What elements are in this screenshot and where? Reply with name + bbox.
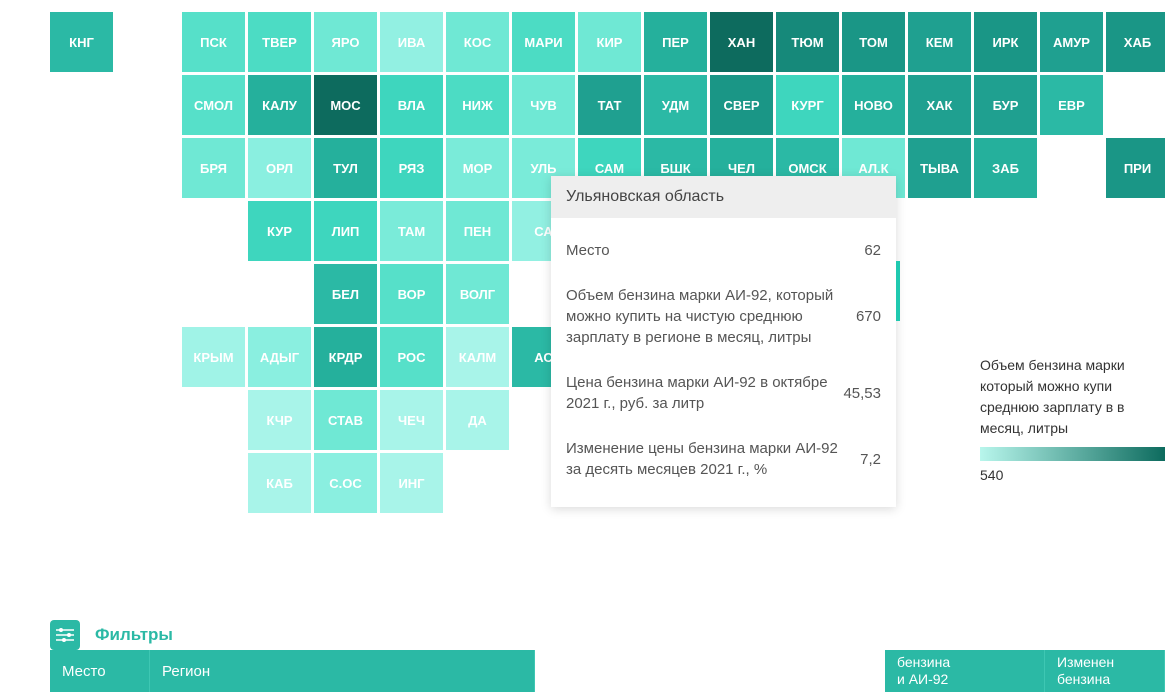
th-benzin[interactable]: бензина и АИ-92: [885, 650, 1045, 692]
tooltip-row-label: Место: [566, 240, 849, 261]
tooltip-row: Место 62: [566, 228, 881, 273]
region-cell[interactable]: ЯРО: [314, 12, 377, 72]
region-cell[interactable]: КРЫМ: [182, 327, 245, 387]
region-tooltip: Ульяновская область Место 62 Объем бензина…: [551, 176, 896, 507]
region-cell[interactable]: КУР: [248, 201, 311, 261]
region-cell[interactable]: ПЕР: [644, 12, 707, 72]
region-cell[interactable]: ТЫВА: [908, 138, 971, 198]
region-cell[interactable]: С.ОС: [314, 453, 377, 513]
region-cell[interactable]: ХАК: [908, 75, 971, 135]
region-cell[interactable]: ТУЛ: [314, 138, 377, 198]
region-cell[interactable]: КИР: [578, 12, 641, 72]
region-cell[interactable]: МОР: [446, 138, 509, 198]
region-cell[interactable]: ИРК: [974, 12, 1037, 72]
region-cell[interactable]: ОРЛ: [248, 138, 311, 198]
legend-gradient: [980, 447, 1165, 461]
region-cell[interactable]: НИЖ: [446, 75, 509, 135]
table-header: Место Регион бензина и АИ-92 Изменен бен…: [50, 650, 1165, 692]
tooltip-marker: [896, 261, 900, 321]
tooltip-row-value: 62: [864, 242, 881, 259]
region-cell[interactable]: КНГ: [50, 12, 113, 72]
region-cell[interactable]: ХАН: [710, 12, 773, 72]
tooltip-row: Изменение цены бензина марки АИ-92 за де…: [566, 426, 881, 492]
tooltip-title: Ульяновская область: [551, 176, 896, 218]
region-cell[interactable]: ВЛА: [380, 75, 443, 135]
region-cell[interactable]: НОВО: [842, 75, 905, 135]
th-region[interactable]: Регион: [150, 650, 535, 692]
region-cell[interactable]: УДМ: [644, 75, 707, 135]
region-cell[interactable]: ЧЕЧ: [380, 390, 443, 450]
region-cell[interactable]: АДЫГ: [248, 327, 311, 387]
region-cell[interactable]: ТОМ: [842, 12, 905, 72]
filters-section: Фильтры: [50, 620, 173, 650]
region-cell[interactable]: РЯЗ: [380, 138, 443, 198]
region-cell[interactable]: ЧУВ: [512, 75, 575, 135]
region-cell[interactable]: МОС: [314, 75, 377, 135]
tooltip-row-label: Цена бензина марки АИ-92 в октябре 2021 …: [566, 372, 828, 414]
legend-title: Объем бензина марки который можно купи с…: [980, 355, 1165, 439]
region-cell[interactable]: БУР: [974, 75, 1037, 135]
region-cell[interactable]: ВОР: [380, 264, 443, 324]
region-cell[interactable]: ЛИП: [314, 201, 377, 261]
tooltip-row-value: 670: [856, 308, 881, 325]
tooltip-body: Место 62 Объем бензина марки АИ-92, которы…: [551, 218, 896, 507]
region-cell[interactable]: ЕВР: [1040, 75, 1103, 135]
tooltip-row-label: Объем бензина марки АИ-92, который можно…: [566, 285, 841, 348]
region-cell[interactable]: КРДР: [314, 327, 377, 387]
tooltip-row-value: 7,2: [860, 451, 881, 468]
region-cell[interactable]: ПСК: [182, 12, 245, 72]
region-cell[interactable]: КЧР: [248, 390, 311, 450]
region-cell[interactable]: ИНГ: [380, 453, 443, 513]
th-gap: [535, 650, 885, 692]
region-cell[interactable]: БЕЛ: [314, 264, 377, 324]
tooltip-row-label: Изменение цены бензина марки АИ-92 за де…: [566, 438, 845, 480]
region-cell[interactable]: КАЛМ: [446, 327, 509, 387]
region-cell[interactable]: РОС: [380, 327, 443, 387]
region-cell[interactable]: ТВЕР: [248, 12, 311, 72]
filters-label[interactable]: Фильтры: [95, 625, 173, 645]
region-cell[interactable]: ИВА: [380, 12, 443, 72]
region-cell[interactable]: СТАВ: [314, 390, 377, 450]
region-cell[interactable]: КАБ: [248, 453, 311, 513]
filters-icon[interactable]: [50, 620, 80, 650]
region-cell[interactable]: ЗАБ: [974, 138, 1037, 198]
region-cell[interactable]: БРЯ: [182, 138, 245, 198]
legend-min: 540: [980, 465, 1165, 486]
tooltip-row: Объем бензина марки АИ-92, который можно…: [566, 273, 881, 360]
region-cell[interactable]: АМУР: [1040, 12, 1103, 72]
region-cell[interactable]: КЕМ: [908, 12, 971, 72]
tooltip-row-value: 45,53: [843, 385, 881, 402]
th-change[interactable]: Изменен бензина: [1045, 650, 1165, 692]
region-cell[interactable]: ТАТ: [578, 75, 641, 135]
region-cell[interactable]: ПЕН: [446, 201, 509, 261]
region-cell[interactable]: ПРИ: [1106, 138, 1165, 198]
region-cell[interactable]: СВЕР: [710, 75, 773, 135]
region-cell[interactable]: ТАМ: [380, 201, 443, 261]
th-place[interactable]: Место: [50, 650, 150, 692]
region-cell[interactable]: ХАБ: [1106, 12, 1165, 72]
region-cell[interactable]: КУРГ: [776, 75, 839, 135]
region-cell[interactable]: ДА: [446, 390, 509, 450]
region-cell[interactable]: ТЮМ: [776, 12, 839, 72]
region-cell[interactable]: КАЛУ: [248, 75, 311, 135]
region-cell[interactable]: СМОЛ: [182, 75, 245, 135]
region-cell[interactable]: МАРИ: [512, 12, 575, 72]
legend: Объем бензина марки который можно купи с…: [980, 355, 1165, 486]
region-tile-map: КНГПСКТВЕРЯРОИВАКОСМАРИКИРПЕРХАНТЮМТОМКЕ…: [0, 0, 1165, 20]
region-cell[interactable]: КОС: [446, 12, 509, 72]
region-cell[interactable]: ВОЛГ: [446, 264, 509, 324]
tooltip-row: Цена бензина марки АИ-92 в октябре 2021 …: [566, 360, 881, 426]
